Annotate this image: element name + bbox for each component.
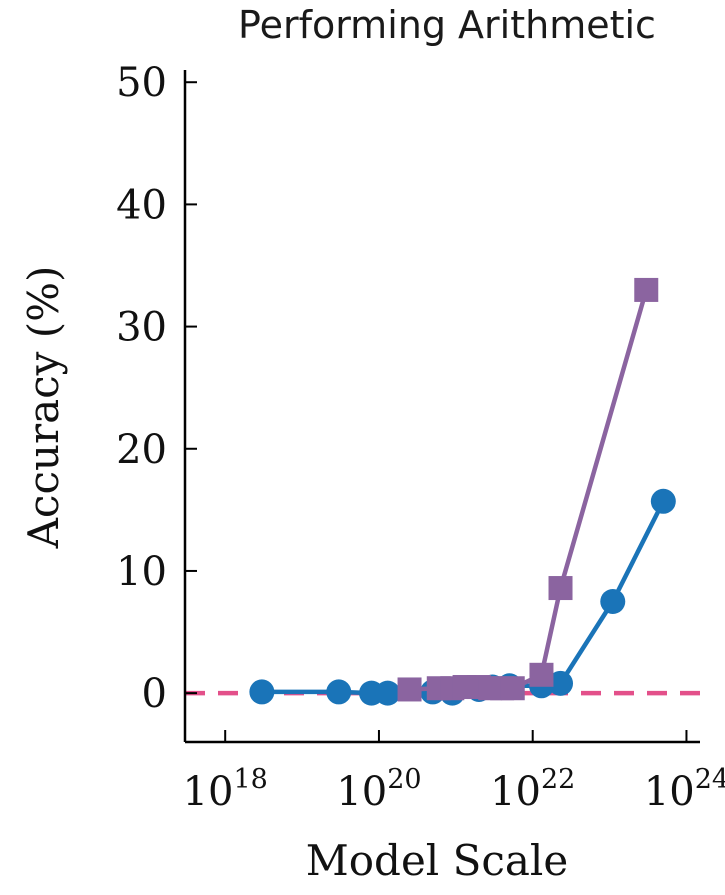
y-axis-label: Accuracy (%) <box>19 266 68 550</box>
series-1-point <box>634 277 659 302</box>
series-0-point <box>548 670 574 696</box>
y-tick-label: 30 <box>116 305 167 351</box>
series-1-line <box>409 289 649 692</box>
x-tick-label: 1020 <box>336 764 421 815</box>
y-tick-label: 20 <box>116 427 167 473</box>
series-0-point <box>249 679 275 705</box>
series-0-point <box>650 488 676 514</box>
y-tick-label: 0 <box>142 671 167 717</box>
series-0-point <box>375 680 401 706</box>
x-tick-label: 1024 <box>644 764 725 815</box>
x-tick-label: 1018 <box>183 764 268 815</box>
y-tick-label: 10 <box>116 549 167 595</box>
series-0-point <box>600 588 626 614</box>
x-axis-label: Model Scale <box>306 836 568 885</box>
series-1-point <box>529 662 554 687</box>
y-tick-label: 40 <box>116 182 167 228</box>
series-1-point <box>500 676 525 701</box>
series-layer <box>249 277 676 706</box>
y-tick-label: 50 <box>116 60 167 106</box>
series-0-point <box>326 679 352 705</box>
x-tick-label: 1022 <box>490 764 575 815</box>
series-1-point <box>397 677 422 702</box>
chart-title: Performing Arithmetic <box>238 3 656 47</box>
series-1-point <box>548 576 573 601</box>
